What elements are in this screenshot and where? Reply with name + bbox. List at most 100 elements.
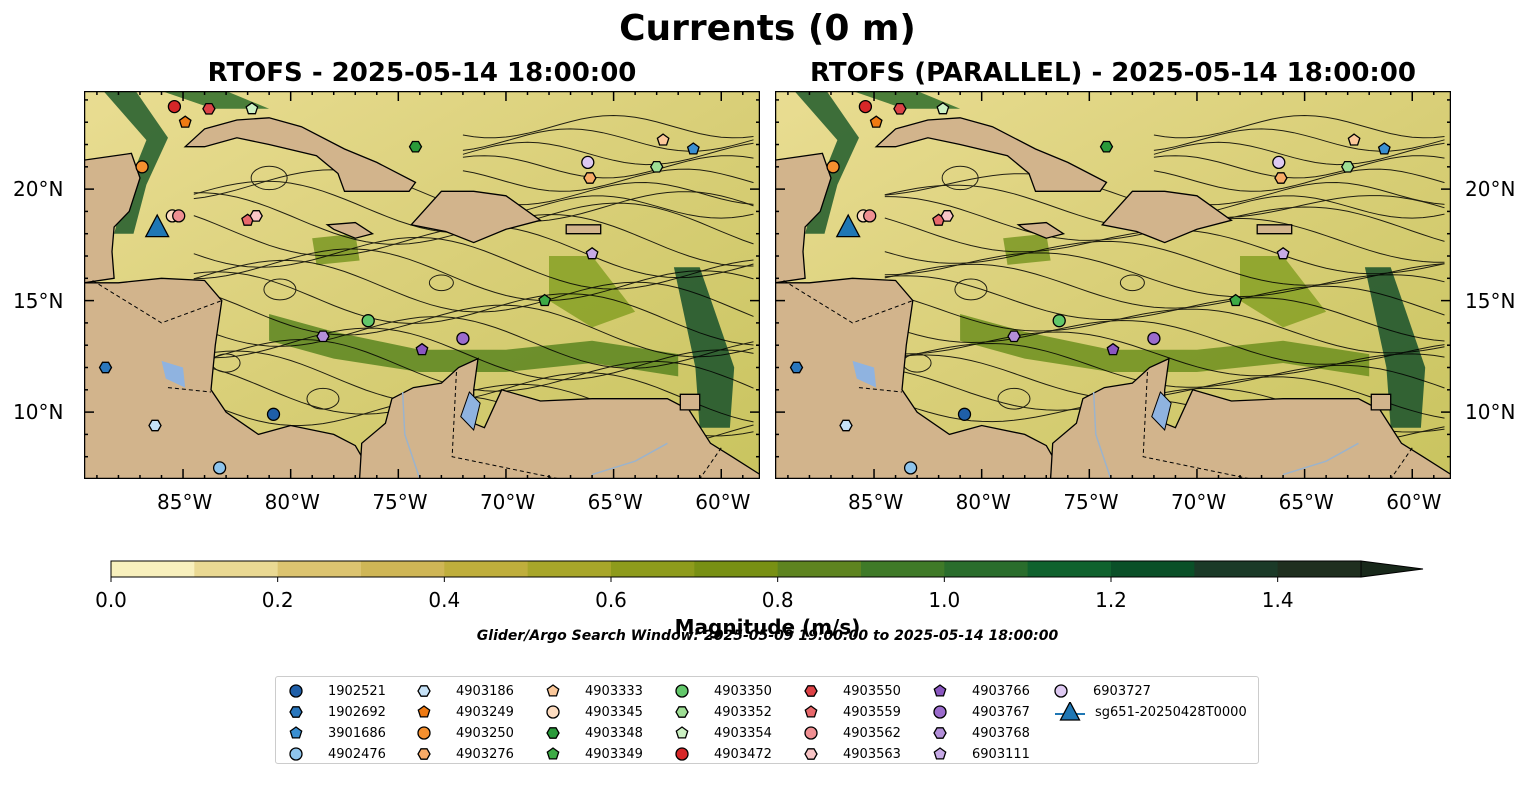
float-marker-4903354[interactable] [936, 101, 950, 115]
frame-ticks [775, 91, 1451, 479]
current-speed-band [161, 91, 270, 109]
colorbar-tick-label: 1.0 [928, 588, 961, 612]
x-tick-label: 75°W [372, 490, 428, 514]
float-marker-4903766[interactable] [415, 342, 429, 356]
float-marker-4903768[interactable] [1007, 330, 1021, 343]
float-marker-4903350[interactable] [361, 314, 375, 328]
legend-marker-pentagon [675, 726, 689, 739]
streamline [193, 248, 754, 302]
float-marker-4903472[interactable] [858, 99, 873, 114]
float-marker-4903352[interactable] [649, 160, 664, 173]
legend-marker-circle [1054, 684, 1068, 698]
eddy [250, 165, 288, 191]
float-marker-4903349[interactable] [538, 293, 552, 307]
colorbar-tick-label: 0.6 [595, 588, 627, 612]
float-marker-4903276[interactable] [583, 172, 597, 184]
map-panel-rtofs-parallel[interactable] [775, 91, 1451, 479]
y-tick-label-right: 15°N [1465, 288, 1516, 313]
float-marker-4903550[interactable] [893, 102, 907, 115]
legend-marker-pentagon [417, 705, 431, 718]
float-markers [98, 99, 700, 475]
float-marker-3901686[interactable] [1377, 142, 1391, 155]
float-marker-sg651-20250428T0000[interactable] [144, 213, 170, 238]
streamline [193, 236, 754, 290]
float-marker-4903249[interactable] [869, 115, 883, 128]
float-marker-6903111[interactable] [585, 246, 599, 260]
land-jamaica [1016, 221, 1066, 239]
float-marker-4902476[interactable] [212, 461, 227, 475]
legend-item: 6903111 [932, 744, 1030, 764]
current-speed-band [1364, 267, 1426, 428]
float-marker-4903767[interactable] [456, 331, 470, 346]
map-panel-rtofs[interactable] [84, 91, 760, 479]
legend-item: 4903563 [803, 744, 901, 764]
float-marker-4903550[interactable] [202, 102, 216, 115]
float-marker-4903563[interactable] [940, 210, 954, 222]
streamline [1153, 155, 1445, 179]
legend-label: 1902521 [328, 683, 386, 699]
float-marker-4903348[interactable] [1099, 140, 1114, 153]
legend-item: 4902476 [288, 744, 386, 764]
float-marker-4903562[interactable] [863, 209, 877, 223]
legend-label: sg651-20250428T0000 [1095, 704, 1247, 720]
current-speed-band [794, 91, 859, 234]
legend-item: 4903550 [803, 681, 901, 701]
float-marker-1902521[interactable] [957, 407, 972, 421]
legend-label: 4903345 [585, 704, 643, 720]
streamline [884, 292, 1445, 354]
border [92, 280, 222, 324]
float-marker-4903348[interactable] [408, 140, 423, 153]
legend-marker-circle [675, 684, 689, 698]
legend-item: 4903559 [803, 702, 901, 722]
float-marker-4903333[interactable] [1347, 133, 1361, 146]
float-marker-3901686[interactable] [686, 142, 700, 155]
float-marker-sg651-20250428T0000[interactable] [835, 213, 861, 238]
float-marker-4903766[interactable] [1106, 342, 1120, 356]
float-marker-4903354[interactable] [245, 101, 259, 115]
float-marker-4903333[interactable] [656, 133, 670, 146]
panel-title-rtofs: RTOFS - 2025-05-14 18:00:00 [207, 58, 637, 88]
float-marker-4903186[interactable] [839, 419, 853, 432]
float-marker-4903562[interactable] [172, 209, 186, 223]
float-marker-4903472[interactable] [167, 99, 182, 114]
streamline [884, 263, 1445, 316]
colorbar-segment [194, 561, 279, 577]
float-marker-4903250[interactable] [826, 160, 840, 174]
float-marker-4903249[interactable] [178, 115, 192, 128]
float-marker-1902692[interactable] [789, 361, 804, 374]
float-marker-4903349[interactable] [1229, 293, 1243, 307]
float-marker-4903276[interactable] [1274, 172, 1288, 184]
legend-marker-pentagon [546, 684, 560, 697]
float-marker-4903350[interactable] [1052, 314, 1066, 328]
legend-label: 4903249 [456, 704, 514, 720]
float-marker-1902692[interactable] [98, 361, 113, 374]
float-marker-6903111[interactable] [1276, 246, 1290, 260]
legend-label: 6903111 [972, 746, 1030, 762]
y-tick-label-left: 15°N [13, 288, 64, 313]
float-marker-1902521[interactable] [266, 407, 281, 421]
float-marker-4902476[interactable] [903, 461, 918, 475]
x-tick-label: 60°W [1386, 490, 1442, 514]
legend-item: 4903354 [674, 723, 772, 743]
float-marker-6903727[interactable] [581, 155, 595, 170]
float-marker-6903727[interactable] [1272, 155, 1286, 170]
float-marker-4903250[interactable] [135, 160, 149, 174]
border [783, 280, 913, 324]
legend-marker-hexagon [417, 748, 431, 760]
legend-marker-hexagon [417, 685, 431, 697]
streamline [462, 168, 754, 192]
colorbar-label: Magnitude (m/s) [674, 615, 861, 639]
float-marker-4903768[interactable] [316, 330, 330, 343]
legend-item: sg651-20250428T0000 [1053, 702, 1247, 722]
float-marker-4903186[interactable] [148, 419, 162, 432]
float-marker-4903767[interactable] [1147, 331, 1161, 346]
legend-item: 4903249 [416, 702, 514, 722]
legend-label: 4903352 [714, 704, 772, 720]
colorbar-tick-label: 0.8 [761, 588, 794, 612]
eddy [263, 278, 297, 301]
legend-marker-pentagon [804, 705, 818, 718]
eddy [997, 387, 1031, 410]
float-marker-4903352[interactable] [1340, 160, 1355, 173]
legend-label: 4903562 [843, 725, 901, 741]
float-marker-4903563[interactable] [249, 210, 263, 222]
